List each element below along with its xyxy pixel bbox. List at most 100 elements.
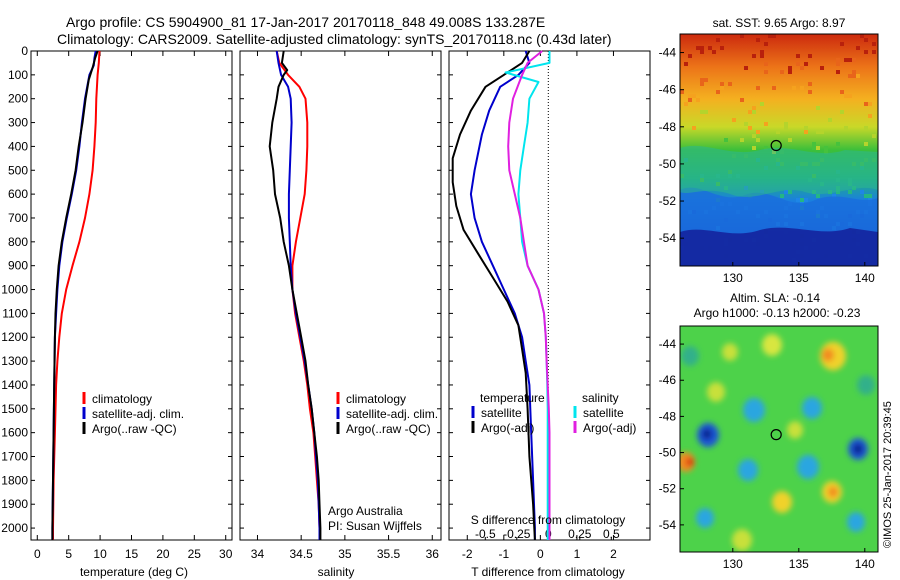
sla-eddy bbox=[857, 375, 875, 395]
sst-pixel bbox=[808, 54, 812, 58]
s-difference-label: S difference from climatology bbox=[471, 513, 626, 527]
sst-pixel bbox=[740, 98, 744, 102]
t-legend-title: temperature bbox=[480, 391, 545, 405]
x-tick-label: 0 bbox=[537, 547, 544, 561]
depth-tick-label: 200 bbox=[8, 92, 28, 106]
sst-pixel bbox=[708, 46, 712, 50]
depth-tick-label: 1500 bbox=[1, 402, 28, 416]
map-y-tick-label: -54 bbox=[659, 231, 677, 245]
sst-pixel bbox=[752, 134, 756, 138]
map-y-tick-label: -50 bbox=[659, 446, 677, 460]
header-line1: Argo profile: CS 5904900_81 17-Jan-2017 … bbox=[66, 14, 545, 30]
series-line-satellite-adj-clim- bbox=[275, 50, 321, 540]
x-tick-label: 25 bbox=[188, 547, 202, 561]
sst-pixel bbox=[856, 74, 860, 78]
sst-pixel bbox=[836, 70, 840, 74]
sst-pixel bbox=[768, 34, 772, 38]
sst-pixel bbox=[696, 98, 700, 102]
sst-pixel bbox=[684, 102, 688, 106]
header-line2: Climatology: CARS2009. Satellite-adjuste… bbox=[57, 31, 612, 47]
sst-pixel bbox=[760, 50, 764, 54]
sst-pixel bbox=[852, 70, 856, 74]
sst-pixel bbox=[784, 190, 788, 194]
sst-pixel bbox=[848, 58, 852, 62]
salinity-legend: climatology satellite-adj. clim. Argo(..… bbox=[336, 392, 438, 436]
s-tick-label: 0.25 bbox=[568, 527, 592, 541]
sst-pixel bbox=[700, 78, 704, 82]
sst-pixel bbox=[816, 106, 820, 110]
sst-pixel bbox=[872, 50, 876, 54]
sst-map-title: sat. SST: 9.65 Argo: 8.97 bbox=[713, 16, 846, 30]
t-legend-label-argo: Argo(-adj) bbox=[481, 421, 534, 435]
series-line-s-argo-adj- bbox=[507, 50, 551, 540]
sst-pixel bbox=[840, 110, 844, 114]
x-tick-label: 34 bbox=[251, 547, 265, 561]
legend-label-climatology: climatology bbox=[346, 392, 406, 406]
difference-panel: -2 -1 0 1 2 -0.5 -0.25 0 0.25 0.5 S difference f… bbox=[448, 50, 651, 579]
map-y-tick-label: -48 bbox=[659, 409, 677, 423]
sst-pixel bbox=[788, 70, 792, 74]
sst-pixel bbox=[840, 42, 844, 46]
x-tick-label: 35 bbox=[338, 547, 352, 561]
sst-pixel bbox=[680, 90, 684, 94]
sst-pixel bbox=[836, 190, 840, 194]
legend-label-argo: Argo(..raw -QC) bbox=[346, 422, 431, 436]
depth-tick-label: 900 bbox=[8, 259, 28, 273]
sst-pixel bbox=[872, 42, 876, 46]
sst-pixel bbox=[704, 78, 708, 82]
sla-eddy bbox=[738, 459, 758, 481]
salinity-panel: 34 34.5 35 35.5 36 salinity climatology sate… bbox=[239, 50, 442, 579]
series-line-climatology bbox=[275, 50, 321, 540]
map-y-tick-label: -50 bbox=[659, 157, 677, 171]
sst-pixel bbox=[852, 74, 856, 78]
map-y-tick-label: -48 bbox=[659, 120, 677, 134]
sst-pixel bbox=[700, 50, 704, 54]
sst-pixel bbox=[724, 138, 728, 142]
sst-pixel bbox=[844, 58, 848, 62]
sla-eddy bbox=[822, 348, 834, 362]
difference-lines bbox=[451, 50, 551, 541]
sst-pixel bbox=[864, 102, 868, 106]
sst-pixel bbox=[844, 126, 848, 130]
sst-pixel bbox=[796, 54, 800, 58]
sst-pixel bbox=[816, 194, 820, 198]
depth-tick-label: 1000 bbox=[1, 283, 28, 297]
sst-heatmap bbox=[680, 34, 878, 266]
sst-pixel bbox=[688, 98, 692, 102]
sst-pixel bbox=[740, 34, 744, 38]
sst-pixel bbox=[820, 130, 824, 134]
sst-pixel bbox=[688, 94, 692, 98]
map-x-tick-label: 135 bbox=[789, 557, 809, 571]
sst-pixel bbox=[868, 114, 872, 118]
sst-pixel bbox=[764, 146, 768, 150]
map-y-tick-label: -46 bbox=[659, 83, 677, 97]
sst-pixel bbox=[756, 130, 760, 134]
sla-eddy bbox=[702, 428, 712, 440]
sst-pixel bbox=[820, 66, 824, 70]
sst-pixel bbox=[692, 126, 696, 130]
depth-tick-label: 1100 bbox=[2, 306, 28, 320]
sst-pixel bbox=[836, 58, 840, 62]
depth-tick-label: 600 bbox=[8, 187, 28, 201]
sst-pixel bbox=[864, 142, 868, 146]
sst-pixel bbox=[728, 82, 732, 86]
sst-pixel bbox=[700, 82, 704, 86]
sst-pixel bbox=[868, 102, 872, 106]
x-tick-label: -2 bbox=[462, 547, 473, 561]
argo-position-marker-sla bbox=[770, 429, 782, 441]
sla-eddies bbox=[680, 334, 875, 551]
sst-pixel bbox=[796, 62, 800, 66]
sla-eddy bbox=[681, 346, 699, 366]
argo-position-marker-sst bbox=[770, 139, 782, 152]
series-line-argo-raw-qc- bbox=[268, 50, 322, 540]
depth-tick-label: 1600 bbox=[1, 426, 28, 440]
series-line-argo-raw-qc- bbox=[51, 50, 99, 540]
s-difference-axis: -0.5 -0.25 0 0.25 0.5 bbox=[475, 527, 620, 541]
sla-map-axes: 130 135 140 -44 -46 -48 -50 -52 -54 bbox=[659, 337, 875, 571]
sla-eddy bbox=[696, 508, 714, 528]
x-tick-label: -1 bbox=[498, 547, 509, 561]
sst-pixel bbox=[868, 194, 872, 198]
depth-tick-label: 1700 bbox=[1, 450, 28, 464]
depth-tick-label: 1400 bbox=[1, 378, 28, 392]
sst-pixel bbox=[752, 110, 756, 114]
